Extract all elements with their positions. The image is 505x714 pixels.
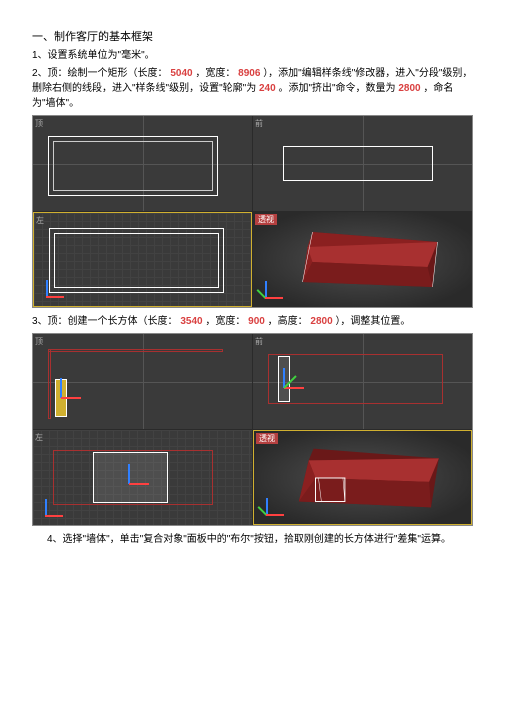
move-gizmo[interactable] xyxy=(123,460,153,490)
vp-label-top: 顶 xyxy=(35,118,43,129)
rect-left-inner xyxy=(54,233,219,288)
viewport-top-2[interactable]: 顶 xyxy=(33,334,252,429)
step-3: 3、顶：创建一个长方体（长度： 3540 ，宽度： 900 ，高度： 2800 … xyxy=(32,314,473,329)
step3-m2: ，高度： xyxy=(268,316,308,327)
vp-label-left: 左 xyxy=(36,215,44,226)
step2-width: 8906 xyxy=(238,68,260,79)
step2-pre: 2、顶：绘制一个矩形（长度： xyxy=(32,68,168,79)
view-gizmo xyxy=(265,275,289,299)
step2-outline: 240 xyxy=(259,83,276,94)
move-gizmo[interactable] xyxy=(278,364,308,394)
rect-inner xyxy=(53,141,213,191)
step3-m1: ，宽度： xyxy=(205,316,245,327)
view-gizmo xyxy=(46,274,70,298)
step-2: 2、顶：绘制一个矩形（长度： 5040 ，宽度： 8906 ），添加"编辑样条线… xyxy=(32,66,473,111)
vp-label-front: 前 xyxy=(255,336,263,347)
viewport-top-1[interactable]: 顶 xyxy=(33,116,252,211)
step-4: 4、选择"墙体"，单击"复合对象"面板中的"布尔"按钮，拾取刚创建的长方体进行"… xyxy=(32,532,473,547)
move-gizmo[interactable] xyxy=(55,374,85,404)
view-gizmo xyxy=(45,493,69,517)
section-title: 一、制作客厅的基本框架 xyxy=(32,28,473,44)
viewport-grid-2: 顶 前 左 透视 xyxy=(32,333,473,526)
step3-height: 2800 xyxy=(310,316,332,327)
step2-length: 5040 xyxy=(170,68,192,79)
vp-label-top: 顶 xyxy=(35,336,43,347)
viewport-persp-1[interactable]: 透视 xyxy=(253,212,472,307)
step2-mid1: ，宽度： xyxy=(195,68,235,79)
viewport-persp-2[interactable]: 透视 xyxy=(253,430,472,525)
step-1: 1、设置系统单位为"毫米"。 xyxy=(32,48,473,63)
vp-label-front: 前 xyxy=(255,118,263,129)
wall-left-outline xyxy=(48,349,51,419)
viewport-front-1[interactable]: 前 xyxy=(253,116,472,211)
vp-label-persp: 透视 xyxy=(256,433,278,444)
viewport-grid-1: 顶 前 左 透视 xyxy=(32,115,473,308)
view-gizmo xyxy=(266,492,290,516)
wall-top-outline xyxy=(48,349,223,352)
step2-mid3: 。添加"挤出"命令，数量为 xyxy=(278,83,395,94)
vp-label-persp: 透视 xyxy=(255,214,277,225)
step3-end: ），调整其位置。 xyxy=(335,316,410,327)
vp-label-left: 左 xyxy=(35,432,43,443)
viewport-front-2[interactable]: 前 xyxy=(253,334,472,429)
viewport-left-2[interactable]: 左 xyxy=(33,430,252,525)
step3-width: 900 xyxy=(248,316,265,327)
step3-length: 3540 xyxy=(180,316,202,327)
viewport-left-1[interactable]: 左 xyxy=(33,212,252,307)
step3-pre: 3、顶：创建一个长方体（长度： xyxy=(32,316,178,327)
step2-extrude: 2800 xyxy=(398,83,420,94)
rect-front xyxy=(283,146,433,181)
